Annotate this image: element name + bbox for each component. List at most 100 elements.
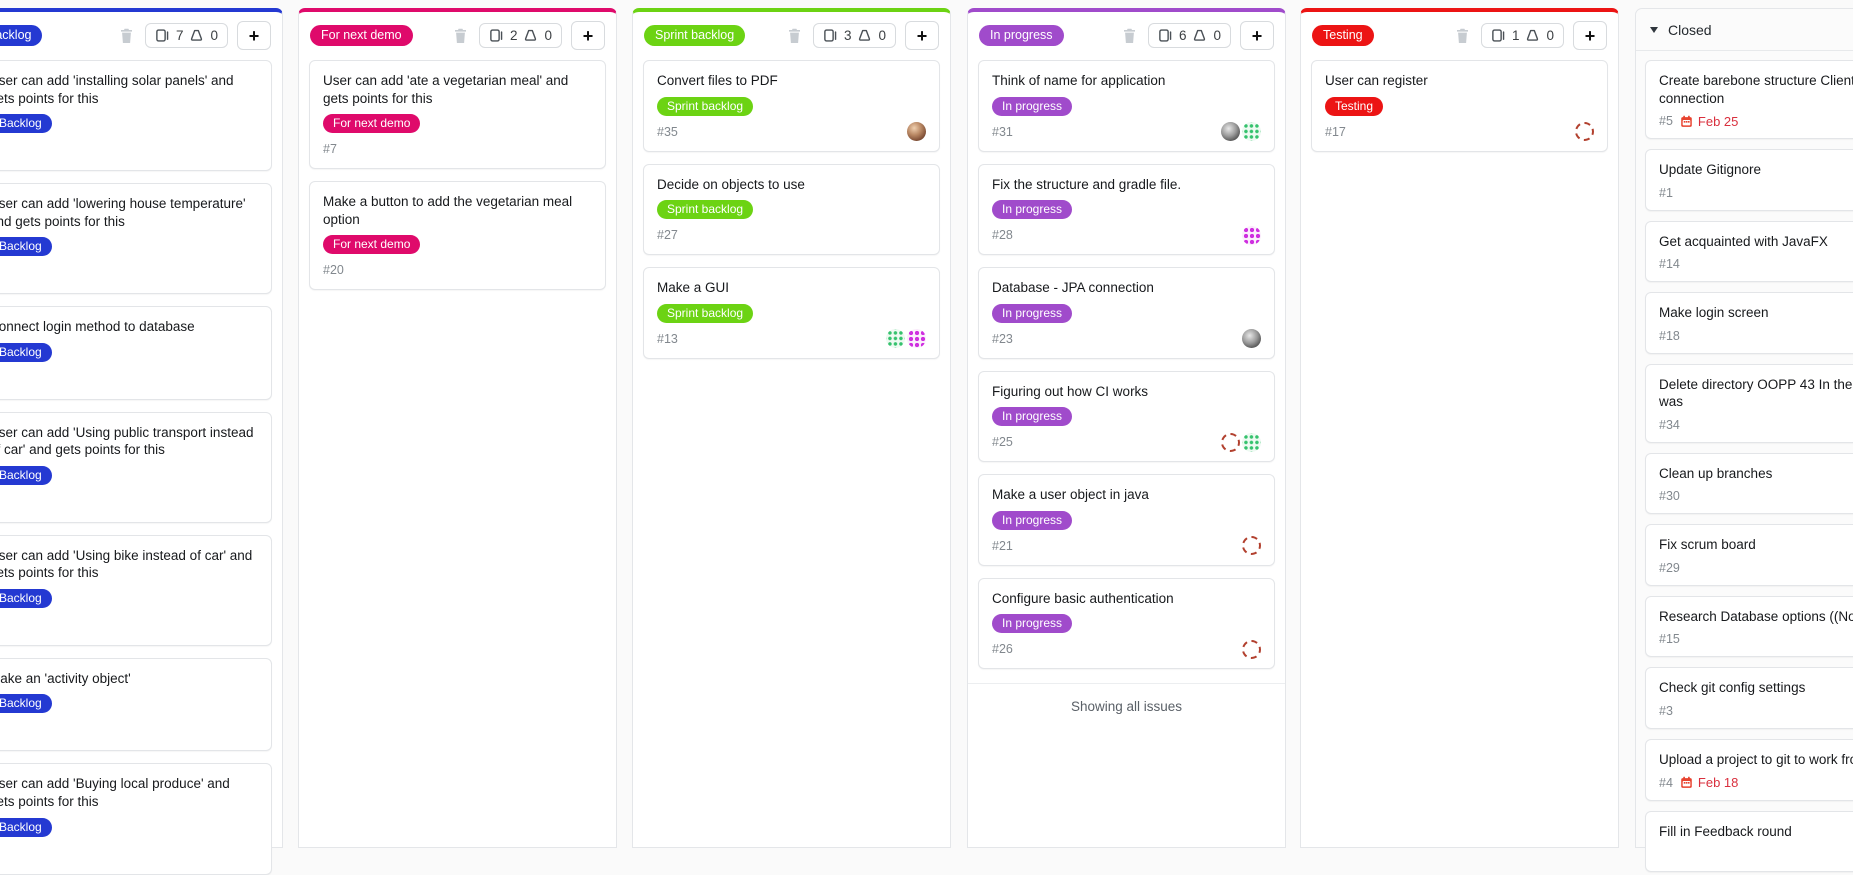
- kanban-board: Backlog70+User can add 'installing solar…: [0, 8, 1853, 875]
- delete-column-button[interactable]: [785, 26, 804, 46]
- delete-column-button[interactable]: [1120, 26, 1139, 46]
- card[interactable]: Decide on objects to use Sprint backlog #2…: [643, 163, 940, 256]
- closed-section-title: Closed: [1668, 22, 1712, 38]
- card-label-pill: Backlog: [0, 237, 52, 257]
- trash-icon: [788, 28, 800, 43]
- closed-card[interactable]: Make login screen #18: [1645, 292, 1853, 354]
- card-label-pill: Sprint backlog: [657, 96, 754, 116]
- plus-icon: +: [1584, 25, 1596, 46]
- card[interactable]: Fix the structure and gradle file. In pro…: [978, 163, 1275, 256]
- avatar-identicon-magenta: [907, 329, 926, 349]
- cards-count: 1: [1511, 28, 1520, 43]
- issue-number: #35: [657, 124, 678, 139]
- column-header-controls: 6 0 +: [1120, 21, 1274, 50]
- assignee-avatars: [1242, 639, 1261, 659]
- closed-card[interactable]: Update Gitignore #1: [1645, 149, 1853, 211]
- column-header: Testing 1 0 +: [1301, 12, 1618, 58]
- card-title: User can add 'Buying local produce' and …: [0, 776, 230, 810]
- card-meta: [0, 719, 258, 741]
- closed-card[interactable]: Get acquainted with JavaFX #14: [1645, 220, 1853, 283]
- points-count: 0: [1213, 28, 1221, 43]
- column-header: Backlog70+: [0, 12, 282, 58]
- card-title: Fix the structure and gradle file.: [992, 176, 1182, 192]
- avatar-logo-red: [1242, 639, 1261, 659]
- card-title: Make a GUI: [657, 280, 730, 296]
- closed-card[interactable]: Upload a project to git to work from #4 Fe…: [1645, 739, 1853, 801]
- card-meta: #23: [992, 329, 1261, 349]
- card[interactable]: Figuring out how CI works In progress #25: [978, 370, 1275, 463]
- avatar-identicon-green: [886, 329, 905, 349]
- card[interactable]: Think of name for application In progress…: [978, 60, 1275, 152]
- column-header-controls: 1 0 +: [1453, 21, 1607, 50]
- closed-card[interactable]: Clean up branches #30: [1645, 452, 1853, 515]
- avatar-logo-red: [1242, 536, 1261, 556]
- card-meta: #18: [1659, 328, 1853, 344]
- card-meta: #28: [992, 225, 1261, 245]
- add-card-button[interactable]: +: [1573, 21, 1607, 50]
- card-meta: #30: [1659, 488, 1853, 504]
- card[interactable]: Make a button to add the vegetarian meal…: [309, 181, 606, 291]
- card-meta: #35: [657, 122, 926, 142]
- avatar-photo-dark: [1242, 329, 1261, 349]
- card-title: Make a button to add the vegetarian meal…: [323, 194, 573, 227]
- closed-card[interactable]: Create barebone structure Client-Server …: [1645, 60, 1853, 140]
- issue-number: #34: [1659, 417, 1680, 432]
- card-label-pill: In progress: [992, 303, 1073, 323]
- card-title: Get acquainted with JavaFX: [1659, 233, 1828, 249]
- delete-column-button[interactable]: [1453, 26, 1472, 46]
- delete-column-button[interactable]: [117, 26, 136, 46]
- card-meta: #13: [657, 329, 926, 349]
- card[interactable]: Connect login method to database Backlog: [0, 306, 272, 400]
- card-meta: [0, 843, 258, 865]
- issue-number: #4: [1659, 775, 1673, 790]
- card-title: Make login screen: [1659, 305, 1769, 321]
- add-card-button[interactable]: +: [905, 21, 939, 50]
- card-title: User can add 'Using public transport ins…: [0, 424, 254, 458]
- card[interactable]: User can register Testing #17: [1311, 60, 1608, 152]
- card-title: User can register: [1325, 73, 1428, 88]
- card[interactable]: Make a GUI Sprint backlog #13: [643, 267, 940, 359]
- closed-section-header[interactable]: Closed: [1636, 9, 1853, 51]
- card[interactable]: User can add 'Using bike instead of car'…: [0, 534, 272, 646]
- card-title: Clean up branches: [1659, 465, 1773, 481]
- closed-card[interactable]: Research Database options ((No)SQL?) #15: [1645, 595, 1853, 658]
- card[interactable]: User can add 'Buying local produce' and …: [0, 763, 272, 875]
- card-title: User can add 'installing solar panels' a…: [0, 73, 234, 106]
- cards-count: 2: [509, 28, 518, 43]
- card[interactable]: Convert files to PDF Sprint backlog #35: [643, 60, 940, 152]
- add-card-button[interactable]: +: [571, 21, 605, 50]
- card-title: Think of name for application: [992, 73, 1166, 88]
- closed-card[interactable]: Delete directory OOPP 43 In the beginnin…: [1645, 363, 1853, 443]
- card[interactable]: User can add 'lowering house temperature…: [0, 183, 272, 295]
- card[interactable]: User can add 'installing solar panels' a…: [0, 60, 272, 172]
- card-title: Update Gitignore: [1659, 162, 1762, 178]
- card[interactable]: Make an 'activity object' Backlog: [0, 657, 272, 752]
- issue-number: #26: [992, 642, 1013, 657]
- card[interactable]: Database - JPA connection In progress #23: [978, 267, 1275, 359]
- card[interactable]: User can add 'ate a vegetarian meal' and…: [309, 60, 606, 170]
- card-title: Decide on objects to use: [657, 176, 805, 192]
- card-title: Make an 'activity object': [0, 670, 131, 686]
- delete-column-button[interactable]: [451, 26, 470, 46]
- column-header: Sprint backlog 3 0 +: [633, 12, 950, 58]
- plus-icon: +: [582, 25, 594, 46]
- closed-card[interactable]: Fill in Feedback round: [1645, 810, 1853, 873]
- card-meta: [0, 262, 258, 284]
- card[interactable]: Make a user object in java In progress #21: [978, 474, 1275, 566]
- avatar-logo-red: [1575, 122, 1594, 142]
- points-count: 0: [210, 28, 218, 43]
- avatar-identicon-green: [1242, 122, 1261, 142]
- card[interactable]: Configure basic authentication In progres…: [978, 577, 1275, 670]
- closed-card[interactable]: Fix scrum board #29: [1645, 524, 1853, 586]
- points-weight-icon: [1194, 29, 1206, 41]
- card-meta: #1: [1659, 185, 1853, 201]
- closed-card[interactable]: Check git config settings #3: [1645, 667, 1853, 730]
- card[interactable]: User can add 'Using public transport ins…: [0, 411, 272, 523]
- add-card-button[interactable]: +: [237, 21, 271, 50]
- issue-number: #28: [992, 228, 1013, 243]
- card-meta: #4 Feb 18: [1659, 775, 1853, 791]
- card-meta: #34: [1659, 417, 1853, 433]
- add-card-button[interactable]: +: [1240, 21, 1274, 50]
